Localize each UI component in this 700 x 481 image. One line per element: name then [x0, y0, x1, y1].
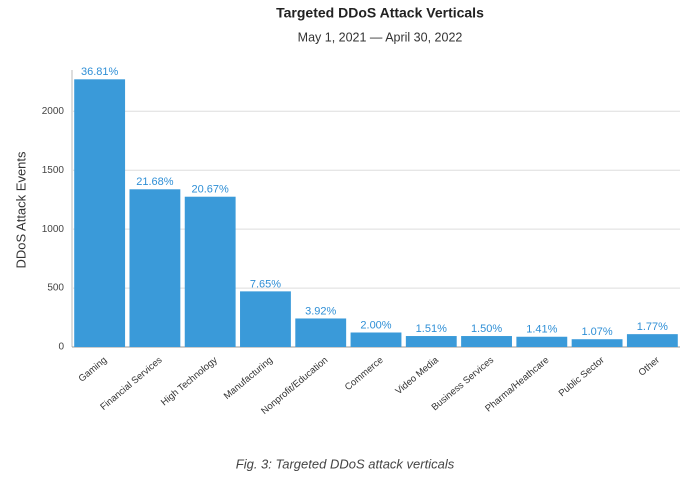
x-tick-label: High Technology: [159, 355, 220, 409]
value-label: 7.65%: [250, 278, 281, 290]
x-tick-label: Video Media: [393, 354, 441, 397]
y-tick-label: 500: [47, 283, 64, 294]
x-tick-label: Other: [637, 355, 662, 379]
y-axis-label: DDoS Attack Events: [13, 151, 28, 269]
bar: [240, 291, 291, 347]
x-tick-label: Public Sector: [557, 355, 607, 399]
x-tick-label: Commerce: [343, 355, 386, 393]
bar: [405, 336, 457, 347]
value-label: 21.68%: [136, 176, 174, 188]
bar: [516, 336, 568, 347]
y-tick-label: 1500: [42, 165, 65, 176]
bar: [129, 189, 181, 347]
bar: [350, 332, 402, 347]
value-label: 1.07%: [581, 326, 612, 338]
value-label: 1.50%: [471, 323, 502, 335]
chart-subtitle: May 1, 2021 — April 30, 2022: [298, 30, 463, 44]
value-label: 1.41%: [526, 324, 557, 336]
bar: [626, 334, 678, 347]
chart-title: Targeted DDoS Attack Verticals: [276, 5, 484, 21]
value-label: 3.92%: [305, 305, 336, 317]
x-tick-label: Gaming: [77, 355, 110, 385]
value-label: 36.81%: [81, 66, 119, 78]
value-label: 2.00%: [360, 319, 391, 331]
bar: [184, 196, 236, 347]
y-tick-label: 1000: [42, 224, 65, 235]
caption: Fig. 3: Targeted DDoS attack verticals: [236, 456, 455, 471]
bar: [571, 339, 623, 347]
y-tick-label: 2000: [42, 106, 65, 117]
bar: [74, 79, 126, 347]
value-label: 1.77%: [637, 321, 668, 333]
bar: [295, 318, 347, 347]
value-label: 1.51%: [416, 323, 447, 335]
y-tick-label: 0: [58, 342, 64, 353]
x-tick-label: Manufacturing: [222, 355, 275, 402]
bar: [461, 336, 512, 347]
value-label: 20.67%: [192, 184, 230, 196]
